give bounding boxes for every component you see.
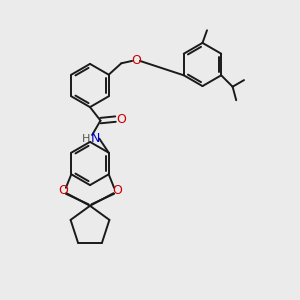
Text: O: O <box>58 184 68 197</box>
Text: O: O <box>116 112 126 126</box>
Text: N: N <box>90 132 100 145</box>
Text: H: H <box>82 134 90 144</box>
Text: O: O <box>131 54 141 68</box>
Text: O: O <box>112 184 122 197</box>
